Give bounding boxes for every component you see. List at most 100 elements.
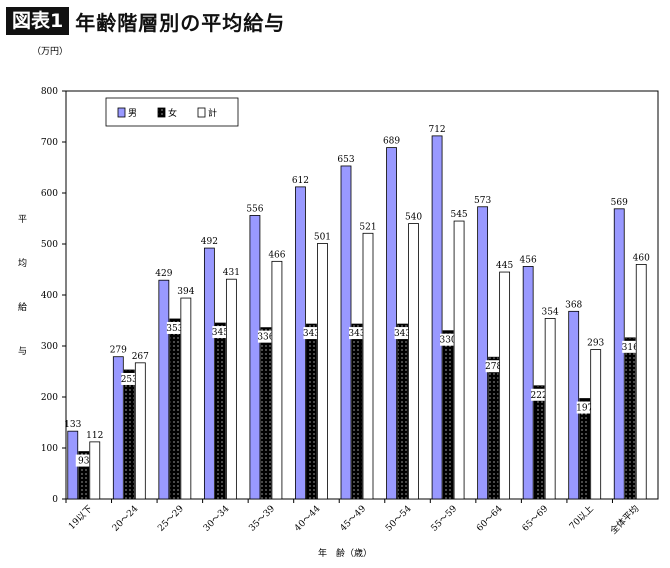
legend-box: [105, 97, 239, 127]
category-label: 65～69: [521, 504, 551, 534]
data-label: 492: [201, 237, 218, 247]
data-label-bg: [485, 360, 502, 373]
data-label: 569: [611, 198, 628, 208]
data-label: 354: [542, 307, 559, 317]
data-label-bg: [75, 454, 92, 467]
data-label: 267: [132, 352, 149, 362]
legend-swatch-female: [157, 107, 166, 118]
data-label-bg: [121, 372, 138, 385]
data-label: 712: [428, 125, 445, 135]
bar-female: [214, 322, 226, 500]
bar-total: [317, 243, 328, 500]
bar-female: [78, 451, 90, 500]
category-label: 全体平均: [607, 503, 641, 537]
legend-swatch-male: [117, 107, 126, 118]
legend-label: 男: [128, 108, 137, 119]
data-label-bg: [531, 388, 548, 401]
data-label: 253: [121, 375, 138, 385]
data-label: 316: [622, 343, 639, 353]
category-label: 70以上: [567, 503, 596, 532]
x-axis-label: 年 齢（歳）: [318, 547, 372, 559]
data-label-bg: [394, 327, 411, 340]
y-axis-label: 平均給与: [18, 214, 27, 357]
figure-badge: 図表1: [6, 7, 70, 35]
data-label: 133: [64, 420, 81, 430]
bar-total: [89, 441, 101, 500]
data-label: 689: [383, 137, 400, 147]
bar-female: [488, 356, 500, 500]
bar-male: [158, 279, 170, 500]
data-label: 394: [177, 287, 194, 297]
category-label: 25～29: [156, 504, 186, 534]
data-label: 345: [212, 328, 229, 338]
data-label: 573: [474, 196, 491, 206]
y-tick-label: 0: [52, 495, 58, 505]
y-tick-label: 700: [41, 138, 58, 148]
data-label: 93: [78, 457, 90, 467]
bar-female: [306, 323, 317, 500]
bar-total: [499, 271, 511, 500]
data-label: 343: [348, 329, 365, 339]
category-label: 55～59: [430, 504, 460, 534]
data-label: 343: [303, 329, 320, 339]
bar-total: [635, 263, 647, 500]
bar-total: [362, 232, 374, 500]
data-label: 466: [268, 250, 285, 260]
bar-female: [169, 318, 181, 500]
bar-total: [225, 278, 237, 500]
y-tick-label: 800: [41, 87, 58, 97]
bar-female: [397, 323, 408, 500]
category-label: 35～39: [247, 504, 277, 534]
bar-female: [533, 385, 545, 500]
category-label: 60～64: [475, 504, 505, 534]
legend-swatch-total: [197, 107, 206, 118]
bar-male: [477, 206, 489, 500]
bar-female: [123, 369, 135, 500]
data-label: 653: [337, 155, 354, 165]
data-label: 445: [496, 261, 513, 271]
bar-female: [260, 327, 272, 500]
legend-label: 計: [208, 107, 217, 119]
bar-total: [180, 297, 192, 500]
bar-total: [453, 220, 465, 500]
data-label-bg: [303, 327, 320, 340]
bar-male: [249, 215, 261, 500]
category-label: 45～49: [338, 504, 368, 534]
category-label: 20～24: [111, 504, 141, 534]
data-label: 197: [576, 404, 593, 414]
data-label: 460: [633, 253, 650, 263]
data-label-bg: [212, 326, 229, 339]
data-label: 330: [439, 336, 456, 346]
bar-male: [203, 247, 215, 500]
bar-male: [613, 208, 625, 500]
bar-female: [579, 398, 591, 500]
data-label: 222: [531, 391, 548, 401]
data-label-bg: [349, 327, 365, 340]
data-label-bg: [576, 401, 593, 414]
bar-total: [408, 223, 419, 500]
figure-title: 年齢階層別の平均給与: [75, 10, 286, 35]
bar-female: [442, 330, 454, 500]
y-tick-label: 400: [41, 291, 58, 301]
data-label: 501: [314, 232, 331, 242]
data-label-bg: [440, 333, 457, 346]
bar-female: [624, 337, 636, 500]
y-tick-label: 600: [41, 189, 58, 199]
bar-total: [271, 260, 283, 500]
figure-header: 図表1 年齢階層別の平均給与: [6, 6, 285, 36]
bar-male: [386, 147, 397, 500]
data-label: 521: [359, 222, 376, 232]
category-label: 30～34: [202, 504, 232, 534]
data-label: 279: [110, 346, 127, 356]
data-label: 429: [155, 269, 172, 279]
unit-label: （万円）: [32, 46, 68, 57]
data-label: 431: [223, 268, 240, 278]
category-label: 50～54: [384, 504, 414, 534]
y-axis-label-char: 均: [18, 257, 27, 269]
bar-total: [134, 362, 146, 500]
data-label: 112: [86, 431, 103, 441]
bar-male: [295, 186, 306, 500]
data-label-bg: [257, 330, 274, 343]
y-axis-label-char: 与: [18, 346, 27, 357]
